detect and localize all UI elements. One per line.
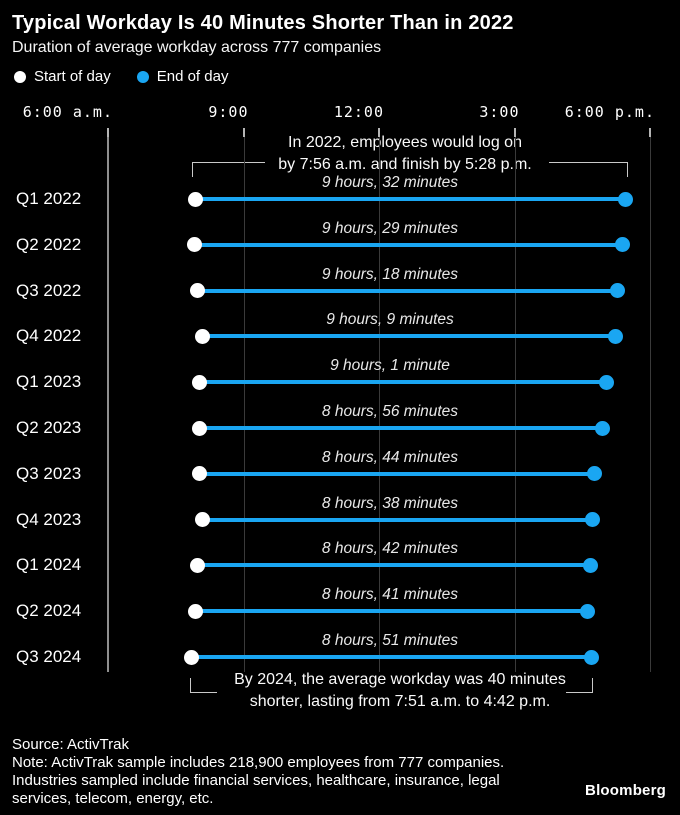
start-of-day-dot [187, 191, 203, 207]
legend-label-start: Start of day [34, 68, 111, 85]
workday-bar [199, 471, 595, 476]
workday-bar [202, 517, 593, 522]
end-of-day-dot-icon [136, 70, 149, 83]
end-of-day-dot [618, 191, 634, 207]
end-of-day-dot [615, 237, 631, 253]
end-of-day-dot [583, 649, 599, 665]
x-axis-label: 3:00 [479, 103, 520, 121]
start-of-day-dot [184, 649, 200, 665]
row-label: Q3 2024 [16, 647, 82, 666]
row-label: Q3 2023 [16, 463, 82, 483]
duration-label: 8 hours, 38 minutes [321, 494, 459, 512]
start-of-day-dot [187, 237, 203, 253]
y-axis-line [107, 128, 109, 672]
axis-tick [513, 128, 516, 137]
end-of-day-dot [607, 328, 623, 344]
axis-tick [378, 128, 380, 137]
duration-label: 9 hours, 9 minutes [326, 311, 454, 329]
x-axis-label: 12:00 [333, 103, 384, 121]
axis-tick [107, 128, 109, 137]
workday-bar [195, 197, 626, 201]
row-label: Q2 2023 [16, 418, 82, 437]
duration-label: 9 hours, 1 minute [330, 357, 450, 375]
duration-label: 9 hours, 29 minutes [321, 219, 459, 237]
gridline [243, 128, 245, 672]
workday-bar [202, 334, 616, 339]
start-of-day-dot [195, 512, 211, 528]
bloomberg-logo: Bloomberg [585, 782, 666, 799]
annotation-2024-bracket-right [566, 678, 593, 693]
annotation-2022: In 2022, employees would log on by 7:56 … [195, 132, 615, 176]
row-label: Q2 2024 [16, 601, 82, 621]
legend: Start of day End of day [14, 68, 228, 85]
workday-bar [199, 426, 603, 430]
start-of-day-dot [191, 420, 207, 436]
note-line-1: Note: ActivTrak sample includes 218,900 … [12, 754, 505, 771]
chart-title: Typical Workday Is 40 Minutes Shorter Th… [12, 12, 514, 34]
duration-label: 8 hours, 56 minutes [321, 403, 459, 420]
legend-label-end: End of day [156, 68, 229, 85]
note-line-2: Industries sampled include financial ser… [12, 772, 500, 789]
annotation-2024-line1: By 2024, the average workday was 40 minu… [234, 671, 566, 688]
start-of-day-dot [192, 466, 208, 482]
start-of-day-dot [194, 328, 210, 344]
annotation-2022-bracket-left [192, 162, 265, 177]
source-line: Source: ActivTrak [12, 736, 129, 753]
axis-tick [242, 128, 245, 137]
duration-label: 8 hours, 51 minutes [321, 632, 459, 649]
end-of-day-dot [598, 374, 614, 390]
workday-bar [197, 563, 591, 568]
x-axis-label: 6:00 p.m. [564, 103, 655, 121]
gridline [379, 128, 380, 672]
start-of-day-dot [187, 603, 203, 619]
workday-bar [195, 609, 588, 614]
end-of-day-dot [585, 512, 601, 528]
row-label: Q1 2024 [16, 555, 82, 575]
workday-bar [197, 288, 618, 293]
start-of-day-dot-icon [14, 70, 26, 83]
annotation-2022-bracket-right [549, 162, 628, 177]
row-label: Q2 2022 [16, 234, 82, 254]
annotation-2024-line2: shorter, lasting from 7:51 a.m. to 4:42 … [249, 693, 551, 710]
duration-label: 9 hours, 18 minutes [321, 265, 459, 283]
end-of-day-dot [595, 420, 611, 436]
footer-notes: Source: ActivTrak Note: ActivTrak sample… [12, 736, 504, 808]
x-axis-label: 6:00 a.m. [22, 103, 113, 121]
annotation-2024-bracket-left [190, 678, 217, 693]
duration-label: 8 hours, 42 minutes [321, 540, 459, 558]
duration-label: 8 hours, 44 minutes [321, 448, 459, 466]
workday-bar [194, 242, 623, 247]
start-of-day-dot [190, 283, 206, 299]
legend-item-start: Start of day [14, 68, 111, 85]
start-of-day-dot [191, 374, 207, 390]
end-of-day-dot [583, 557, 599, 573]
end-of-day-dot [580, 603, 596, 619]
row-label: Q3 2022 [16, 280, 82, 300]
annotation-2022-line1: In 2022, employees would log on [288, 134, 522, 151]
start-of-day-dot [190, 557, 206, 573]
note-line-3: services, telecom, energy, etc. [12, 790, 214, 807]
row-label: Q1 2022 [16, 189, 82, 208]
annotation-2024: By 2024, the average workday was 40 minu… [190, 669, 610, 713]
end-of-day-dot [610, 283, 626, 299]
workday-bar [199, 380, 607, 385]
annotation-2022-line2: by 7:56 a.m. and finish by 5:28 p.m. [278, 156, 532, 173]
row-label: Q4 2023 [16, 509, 82, 529]
row-label: Q4 2022 [16, 326, 82, 346]
end-of-day-dot [586, 466, 602, 482]
duration-label: 8 hours, 41 minutes [321, 586, 459, 604]
workday-bar [191, 655, 592, 659]
axis-tick [649, 128, 651, 137]
chart-subtitle: Duration of average workday across 777 c… [12, 39, 382, 56]
duration-label: 9 hours, 32 minutes [321, 174, 459, 191]
gridline [514, 128, 516, 672]
row-label: Q1 2023 [16, 372, 82, 392]
legend-item-end: End of day [136, 68, 229, 85]
x-axis-label: 9:00 [208, 103, 249, 121]
gridline [650, 128, 651, 672]
